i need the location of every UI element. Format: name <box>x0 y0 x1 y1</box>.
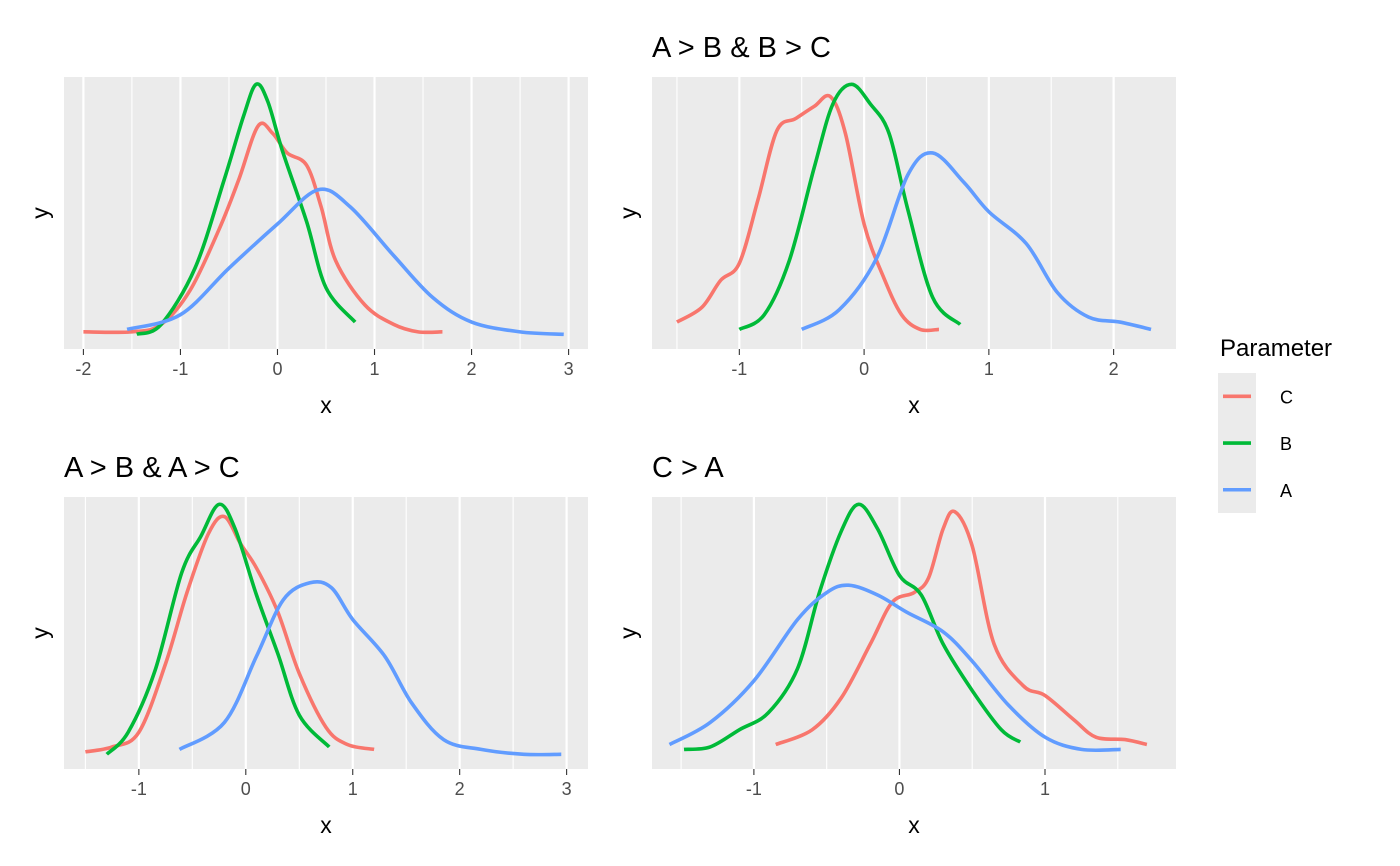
x-tick-label: 1 <box>370 359 380 379</box>
x-tick-label: 0 <box>241 779 251 799</box>
x-tick-label: 1 <box>348 779 358 799</box>
panel-background <box>64 497 588 769</box>
series-group <box>668 502 1148 753</box>
density-line-c <box>85 514 375 754</box>
x-tick-label: 1 <box>1040 779 1050 799</box>
x-tick-label: -1 <box>746 779 762 799</box>
density-line-a <box>178 580 562 757</box>
legend-entries: C B A <box>1223 387 1293 501</box>
density-line-c <box>775 509 1148 747</box>
facet-panel-3: -1 0 1 2 3 x y A > B & A > C <box>27 452 588 838</box>
density-line-b <box>738 82 962 332</box>
x-tick-label: -1 <box>172 359 188 379</box>
legend: Parameter C B A <box>1218 335 1332 513</box>
legend-label-c: C <box>1280 387 1293 407</box>
x-tick-label: 0 <box>894 779 904 799</box>
x-tick-label: 3 <box>564 359 574 379</box>
x-axis-title: x <box>908 392 920 418</box>
legend-label-b: B <box>1280 434 1292 454</box>
facet-panel-1: -2 -1 0 1 2 3 x y <box>27 77 588 418</box>
density-line-b <box>105 502 331 756</box>
panel-background <box>652 497 1176 769</box>
panel-background <box>652 77 1176 349</box>
x-tick-label: -1 <box>131 779 147 799</box>
facet-panel-4: -1 0 1 x y C > A <box>615 452 1176 838</box>
panel-title: A > B & A > C <box>64 452 240 484</box>
panel-title: C > A <box>652 452 724 484</box>
x-tick-label: 0 <box>272 359 282 379</box>
y-axis-title: y <box>615 627 641 639</box>
x-tick-label: 2 <box>1109 359 1119 379</box>
x-tick-label: 2 <box>455 779 465 799</box>
series-group <box>83 82 564 337</box>
x-tick-label: 1 <box>984 359 994 379</box>
series-group <box>676 82 1152 333</box>
x-tick-label: 3 <box>562 779 572 799</box>
density-line-a <box>668 583 1121 753</box>
density-line-a <box>126 187 564 337</box>
panel-title: A > B & B > C <box>652 32 831 64</box>
density-line-b <box>683 502 1022 752</box>
x-axis-title: x <box>320 392 332 418</box>
y-axis-title: y <box>27 207 53 219</box>
x-tick-label: 0 <box>859 359 869 379</box>
x-tick-label: -1 <box>731 359 747 379</box>
legend-label-a: A <box>1280 481 1292 501</box>
x-tick-label: -2 <box>75 359 91 379</box>
y-axis-title: y <box>615 207 641 219</box>
x-tick-label: 2 <box>467 359 477 379</box>
series-group <box>85 502 562 757</box>
legend-title: Parameter <box>1220 335 1332 362</box>
x-axis-title: x <box>320 812 332 838</box>
facet-panel-2: -1 0 1 2 x y A > B & B > C <box>615 32 1176 418</box>
density-line-b <box>136 82 357 337</box>
y-axis-title: y <box>27 627 53 639</box>
density-line-c <box>676 93 940 333</box>
x-axis-title: x <box>908 812 920 838</box>
density-line-a <box>800 151 1152 332</box>
facet-panels: -2 -1 0 1 2 3 x y -1 0 1 2 x y A > B & B > C -1 0 1 2 3 x y A … <box>27 32 1176 838</box>
